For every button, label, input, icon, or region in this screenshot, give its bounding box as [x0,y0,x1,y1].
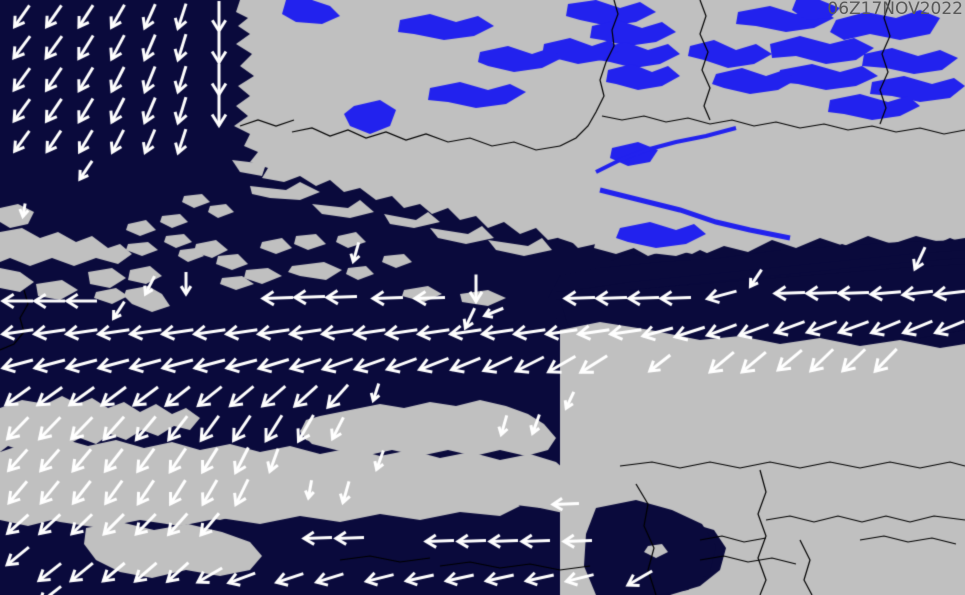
weather-map-window: 06Z17NOV2022 [0,0,965,595]
basemap-canvas [0,0,965,595]
